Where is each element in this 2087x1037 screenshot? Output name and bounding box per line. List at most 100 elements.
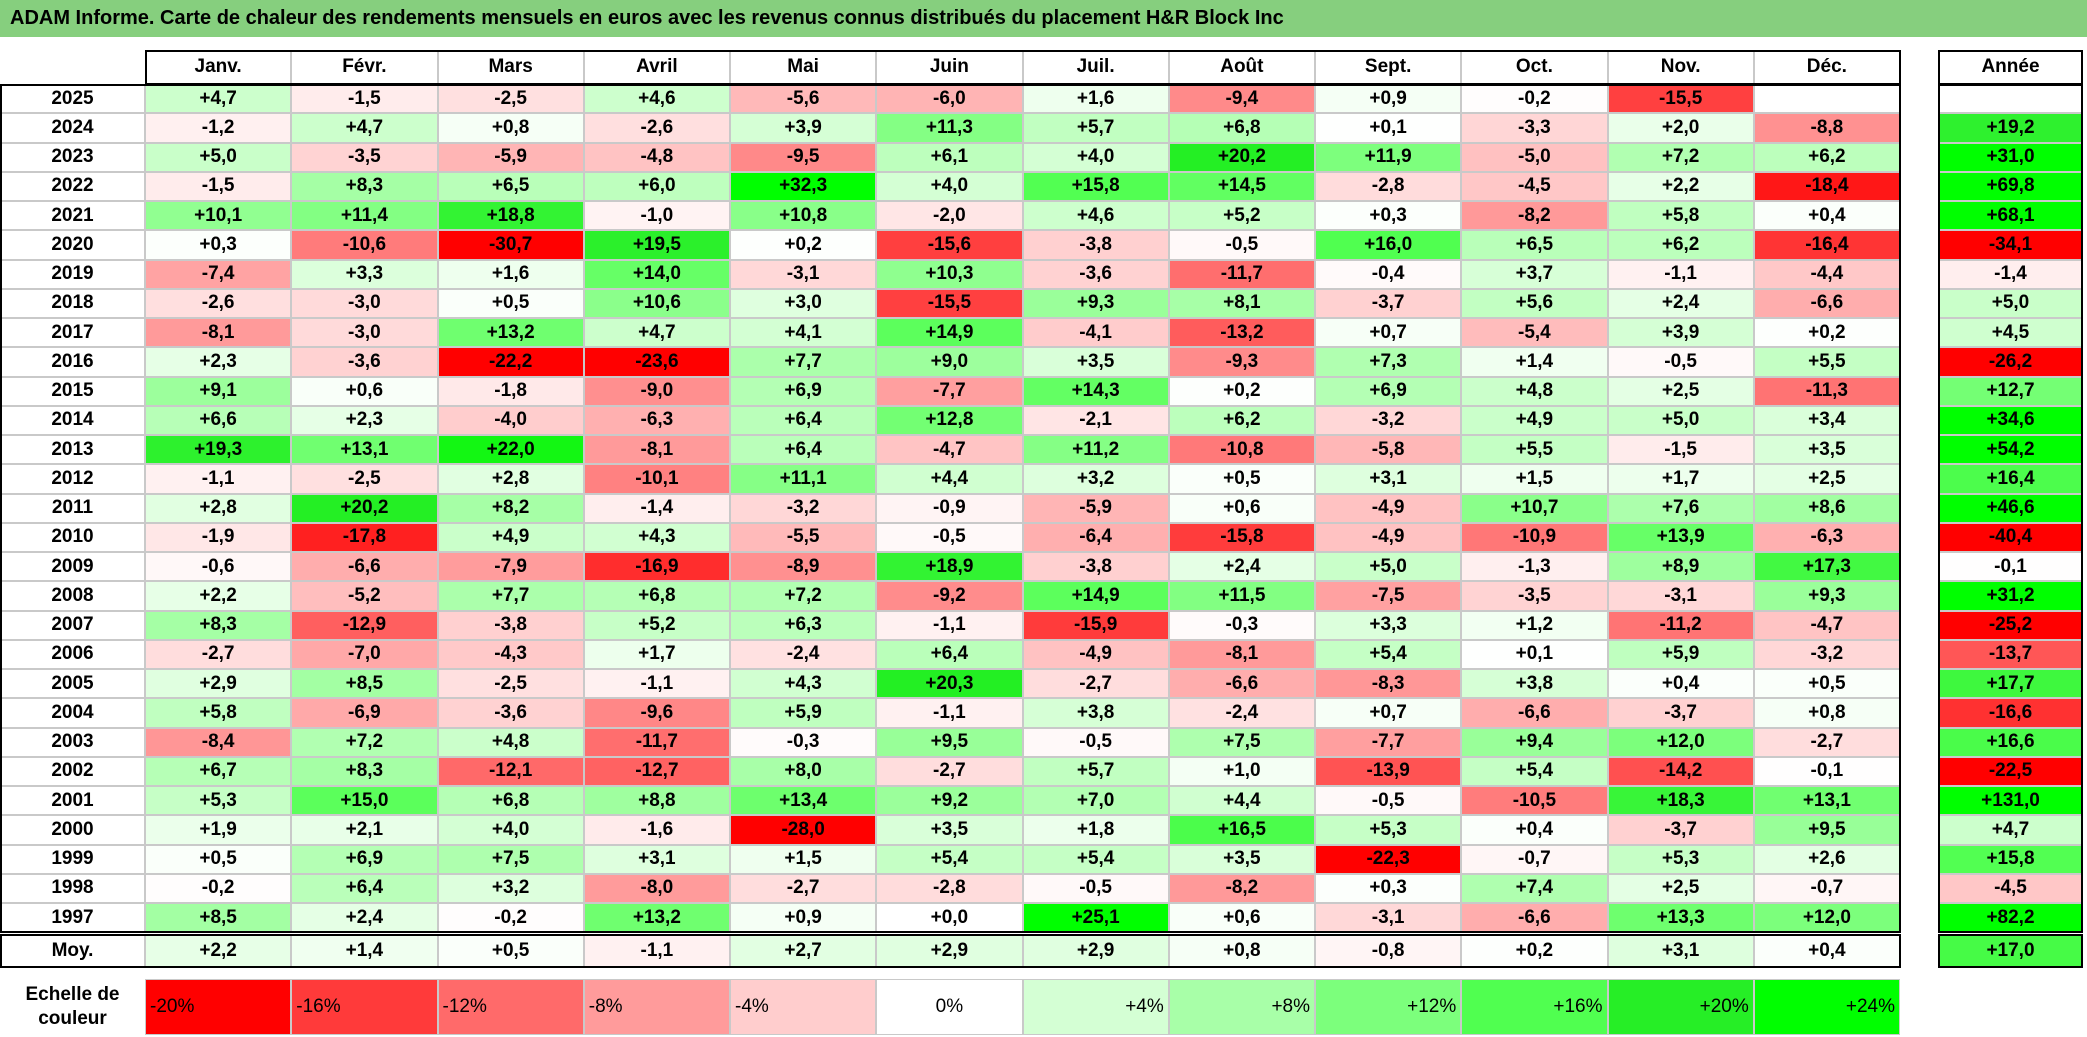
cell-label: -1,3 (1518, 555, 1551, 577)
heat-cell: +3,5 (876, 815, 1023, 845)
heat-cell: -1,4 (583, 493, 730, 523)
heat-cell: -6,9 (291, 698, 438, 728)
cell-label: +19,2 (1986, 116, 2035, 138)
heat-cell: +11,2 (1022, 435, 1169, 465)
row-label: 2006 (0, 639, 145, 669)
heat-cell: +13,4 (730, 786, 877, 816)
heat-cell: +2,5 (1607, 376, 1754, 406)
heat-cell: +9,3 (1753, 581, 1900, 611)
heat-cell: -1,1 (583, 669, 730, 699)
cell-label: -5,4 (1518, 321, 1551, 343)
cell-label: -2,7 (1810, 731, 1844, 753)
row-label: 2001 (0, 786, 145, 816)
cell-label: -8,4 (201, 731, 235, 753)
cell-label: +5,8 (1661, 204, 1700, 226)
cell-label: +5,4 (1076, 848, 1115, 870)
cell-label: +18,3 (1656, 789, 1705, 811)
heat-cell: +6,3 (730, 610, 877, 640)
cell-label: -8,2 (1225, 877, 1259, 899)
row-label: 2022 (0, 171, 145, 201)
heat-cell: -0,5 (1607, 347, 1754, 377)
heat-cell: +3,1 (583, 844, 730, 874)
heat-cell: +3,4 (1753, 405, 1900, 435)
heat-cell: +13,1 (291, 435, 438, 465)
cell-label: +7,0 (1076, 789, 1115, 811)
cell-label: +6,5 (1515, 233, 1554, 255)
cell-label: +12,0 (1802, 906, 1851, 928)
heat-cell: +7,5 (437, 844, 584, 874)
cell-label: -3,8 (1079, 555, 1112, 577)
heat-cell: -0,2 (437, 903, 584, 933)
row-label: 2021 (0, 201, 145, 231)
cell-label: +3,3 (345, 263, 384, 285)
cell-label: +11,9 (1364, 146, 1412, 168)
cell-label: +4,7 (345, 116, 384, 138)
cell-label: +15,8 (1071, 175, 1120, 197)
heat-cell: +15,0 (291, 786, 438, 816)
heat-cell: +14,0 (583, 259, 730, 289)
heat-cell: +3,8 (1022, 698, 1169, 728)
cell-label: +11,2 (1072, 438, 1120, 460)
cell-label: +8,9 (1661, 555, 1700, 577)
cell-label: -25,2 (1988, 614, 2033, 636)
heat-cell: +16,0 (1315, 230, 1462, 260)
cell-label: +2,9 (930, 939, 969, 961)
cell-label: +0,6 (1223, 497, 1261, 519)
heat-cell: +8,1 (1168, 288, 1315, 318)
heat-cell: +2,6 (1753, 844, 1900, 874)
cell-label: -2,6 (201, 292, 235, 314)
cell-label: -18,4 (1805, 175, 1849, 197)
cell-label: -0,4 (1371, 263, 1405, 285)
heat-cell: -6,6 (1461, 698, 1608, 728)
cell-label: -0,1 (1810, 760, 1844, 782)
cell-label: +69,8 (1986, 175, 2035, 197)
heat-cell: +15,8 (1022, 171, 1169, 201)
cell-label: +4,0 (1076, 146, 1115, 168)
cell-label: -5,2 (348, 584, 381, 606)
cell-label: -0,1 (1994, 555, 2027, 577)
cell-label: -8,1 (1225, 643, 1259, 665)
cell-label: -0,3 (786, 731, 820, 753)
cell-label: +6,5 (491, 175, 530, 197)
heat-cell: -8,2 (1461, 201, 1608, 231)
cell-label: +5,6 (1515, 292, 1554, 314)
heat-cell: -3,8 (437, 610, 584, 640)
cell-label: +25,1 (1071, 906, 1120, 928)
cell-label: +5,5 (1808, 350, 1846, 372)
cell-label: +4,9 (1515, 409, 1554, 431)
heat-cell: -6,4 (1022, 522, 1169, 552)
cell-label: -13,7 (1988, 643, 2033, 665)
cell-label: +14,0 (632, 263, 681, 285)
heat-cell: +3,2 (1022, 464, 1169, 494)
cell-label: -1,9 (201, 526, 235, 548)
heat-cell: -4,9 (1315, 493, 1462, 523)
year-cell: -4,5 (1938, 873, 2083, 903)
row-label: 2004 (0, 698, 145, 728)
cell-label: -6,9 (348, 701, 381, 723)
cell-label: -3,2 (1810, 643, 1844, 665)
heat-cell: +6,8 (583, 581, 730, 611)
cell-label: -0,5 (1079, 731, 1112, 753)
cell-label: +7,3 (1369, 350, 1407, 372)
cell-label: -1,8 (494, 380, 527, 402)
year-cell: -1,4 (1938, 259, 2083, 289)
cell-label: +131,0 (1981, 789, 2040, 811)
heat-cell: -10,8 (1168, 435, 1315, 465)
average-cell: +2,9 (876, 934, 1023, 968)
heat-cell: -7,7 (876, 376, 1023, 406)
cell-label: -12,7 (635, 760, 679, 782)
heat-cell: +5,4 (876, 844, 1023, 874)
cell-label: +7,5 (491, 848, 530, 870)
heat-cell: +13,2 (437, 318, 584, 348)
cell-label: +10,8 (779, 204, 828, 226)
cell-label: -10,8 (1220, 438, 1264, 460)
cell-label: +1,5 (1515, 467, 1554, 489)
heat-cell: +5,4 (1022, 844, 1169, 874)
heat-cell: +2,4 (1607, 288, 1754, 318)
cell-label: +0,4 (1808, 204, 1846, 226)
heat-cell: -7,4 (145, 259, 292, 289)
cell-label: +11,3 (925, 116, 973, 138)
heat-cell: +3,2 (437, 873, 584, 903)
heat-cell: -4,7 (1753, 610, 1900, 640)
legend-swatch: -20% (145, 979, 292, 1035)
